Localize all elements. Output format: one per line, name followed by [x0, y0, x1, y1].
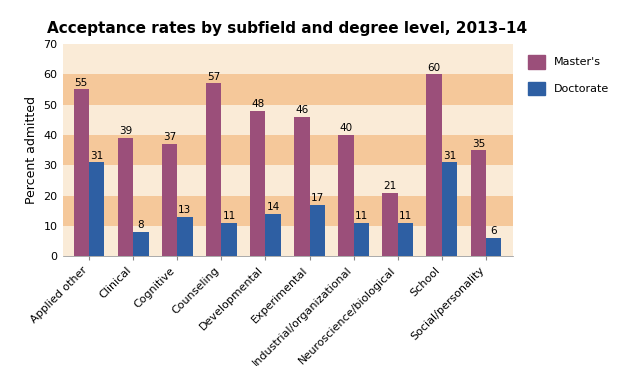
Bar [382, 193, 398, 256]
Bar [471, 150, 486, 256]
Text: 31: 31 [443, 151, 456, 161]
Text: 21: 21 [384, 181, 397, 191]
Text: 37: 37 [163, 132, 176, 142]
Text: 55: 55 [74, 78, 88, 88]
Bar [398, 223, 413, 256]
Bar [118, 138, 133, 256]
Title: Acceptance rates by subfield and degree level, 2013–14: Acceptance rates by subfield and degree … [48, 21, 528, 36]
Text: 35: 35 [472, 139, 485, 149]
Bar [62, 44, 512, 74]
Bar [294, 117, 309, 256]
Text: 8: 8 [138, 220, 144, 231]
Bar [62, 105, 512, 135]
Text: 17: 17 [311, 193, 324, 203]
Text: 14: 14 [266, 202, 280, 212]
Bar [486, 238, 501, 256]
Bar [354, 223, 369, 256]
Bar [133, 232, 149, 256]
Bar [89, 162, 104, 256]
Text: 13: 13 [178, 205, 191, 215]
Text: 11: 11 [355, 211, 368, 221]
Y-axis label: Percent admitted: Percent admitted [25, 96, 38, 204]
Bar [162, 144, 177, 256]
Text: 48: 48 [251, 99, 264, 109]
Legend: Master's, Doctorate: Master's, Doctorate [522, 49, 614, 101]
Text: 57: 57 [207, 72, 220, 82]
Text: 40: 40 [339, 123, 352, 133]
Bar [62, 226, 512, 256]
Bar [266, 214, 281, 256]
Text: 31: 31 [90, 151, 103, 161]
Bar [338, 135, 354, 256]
Text: 11: 11 [222, 211, 236, 221]
Bar [62, 195, 512, 226]
Bar [426, 74, 442, 256]
Bar [309, 205, 325, 256]
Text: 46: 46 [295, 105, 309, 115]
Text: 39: 39 [119, 126, 132, 137]
Bar [221, 223, 237, 256]
Text: 6: 6 [491, 227, 497, 236]
Bar [62, 165, 512, 195]
Bar [206, 83, 221, 256]
Text: 11: 11 [399, 211, 412, 221]
Bar [442, 162, 458, 256]
Text: 60: 60 [428, 63, 441, 73]
Bar [62, 74, 512, 105]
Bar [177, 217, 192, 256]
Bar [74, 89, 89, 256]
Bar [250, 111, 266, 256]
Bar [62, 135, 512, 165]
